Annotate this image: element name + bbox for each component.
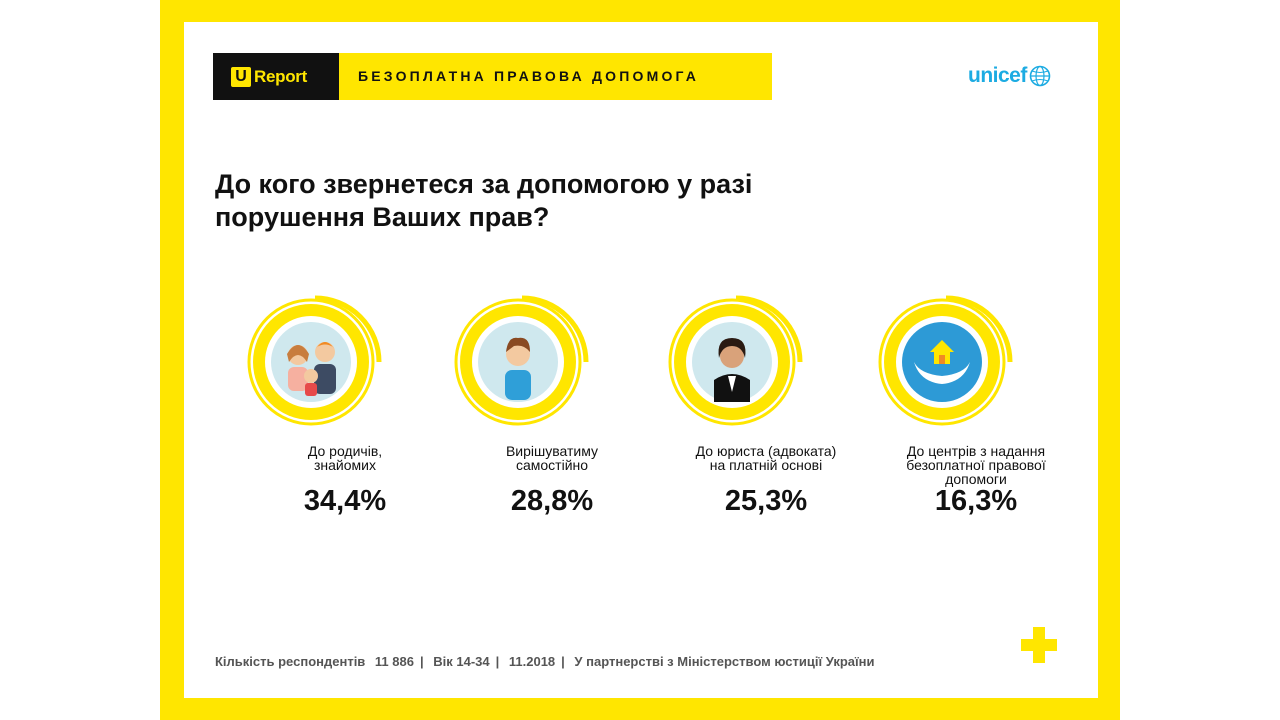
unicef-logo: unicef <box>968 62 1051 90</box>
answer-value: 16,3% <box>934 485 1018 517</box>
respondents-value: 11 886 <box>374 654 414 669</box>
footer-meta: Кількість респондентів 11 886 | Вік 14-34… <box>215 654 881 669</box>
family-icon <box>247 295 382 426</box>
survey-date: 11.2018 <box>508 654 556 669</box>
plus-icon <box>1021 627 1057 663</box>
footer-separator: | <box>495 654 500 669</box>
header-title: БЕЗОПЛАТНА ПРАВОВА ДОПОМОГА <box>358 68 700 84</box>
footer-separator: | <box>561 654 565 669</box>
unicef-logo-text: unicef <box>968 64 1027 87</box>
age-range: Вік 14-34 <box>433 654 490 669</box>
ureport-logo: U Report <box>213 53 339 100</box>
young-man-icon <box>454 295 589 426</box>
question-title: До кого звернетеся за допомогою у разі п… <box>215 169 753 232</box>
globe-icon <box>1029 65 1051 87</box>
answer-value: 34,4% <box>303 485 387 517</box>
ureport-logo-text: Report <box>254 66 307 86</box>
answer-value: 28,8% <box>510 485 594 517</box>
answer-label: Вирішуватиму самостійно <box>505 443 599 473</box>
answer-value: 25,3% <box>724 485 808 517</box>
answer-label: До юриста (адвоката) на платній основі <box>695 443 837 473</box>
footer-separator: | <box>419 654 424 669</box>
house-in-hands-icon <box>878 295 1013 426</box>
answer-label: До родичів, знайомих <box>307 443 383 473</box>
lawyer-icon <box>668 295 803 426</box>
ureport-logo-u: U <box>231 66 251 87</box>
partner-text: У партнерстві з Міністерством юстиції Ук… <box>574 654 875 669</box>
respondents-label: Кількість респондентів <box>215 654 366 669</box>
answer-label: До центрів з надання безоплатної правово… <box>906 443 1046 487</box>
